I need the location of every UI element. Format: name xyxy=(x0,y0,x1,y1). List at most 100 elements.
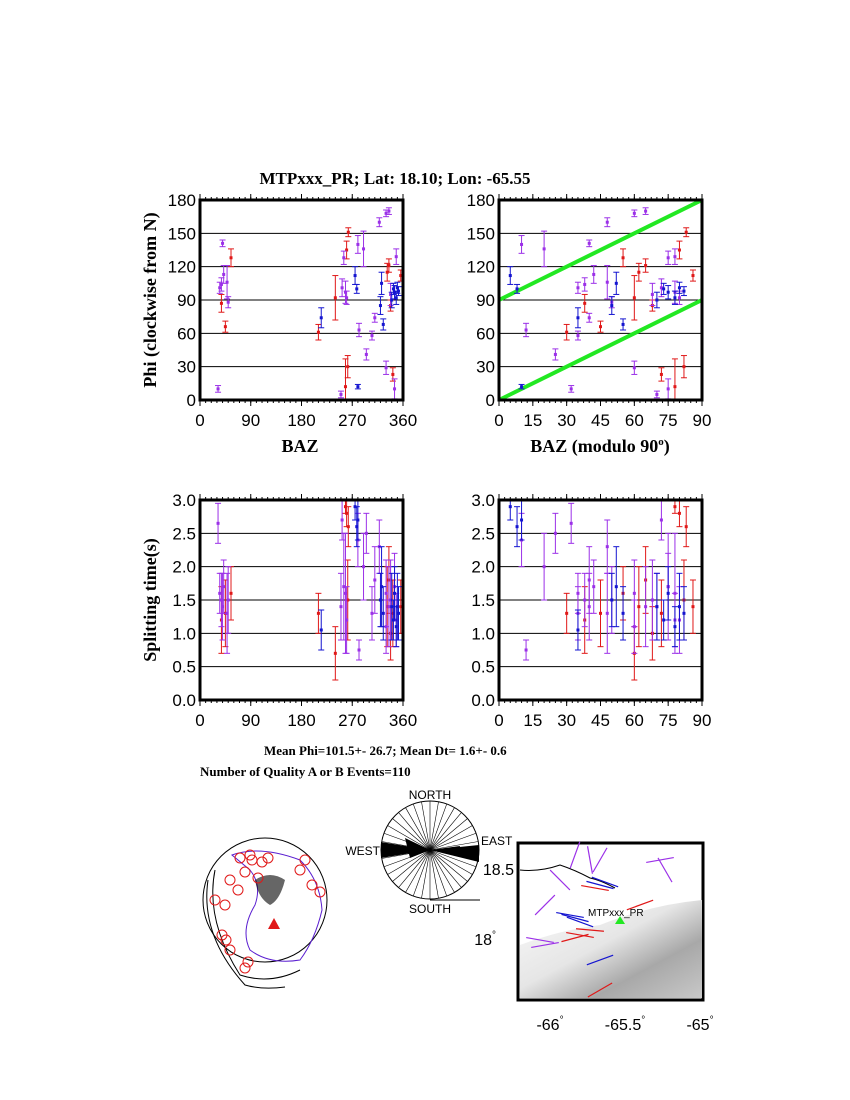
blue-measurement xyxy=(660,282,667,295)
purple-measurement xyxy=(225,296,232,309)
x-tick-label: 90 xyxy=(693,711,712,730)
purple-measurement xyxy=(665,378,672,400)
data-point xyxy=(216,521,220,525)
data-point xyxy=(340,518,344,522)
data-point xyxy=(370,334,374,338)
x-tick-label: 60 xyxy=(625,711,644,730)
data-point xyxy=(677,286,681,290)
baz-axis-label: BAZ xyxy=(281,436,318,456)
data-point xyxy=(346,230,350,234)
splitting-bar xyxy=(569,841,581,869)
x-tick-label: 30 xyxy=(557,711,576,730)
data-point xyxy=(569,387,573,391)
red-measurement xyxy=(385,258,392,273)
purple-measurement xyxy=(523,639,530,661)
rose-spoke xyxy=(421,849,431,899)
rose-south-label: SOUTH xyxy=(409,902,451,916)
data-point xyxy=(524,328,528,332)
data-point xyxy=(576,316,580,320)
data-point xyxy=(223,325,227,329)
plot-frame xyxy=(198,198,405,402)
data-point xyxy=(632,211,636,215)
data-point xyxy=(659,372,663,376)
event-circle xyxy=(299,854,311,866)
splitting-bar xyxy=(576,928,604,932)
blue-measurement xyxy=(518,383,525,390)
purple-measurement xyxy=(343,586,350,654)
data-point xyxy=(637,605,641,609)
blue-measurement xyxy=(680,286,687,297)
rose-spoke xyxy=(387,825,431,851)
x-tick-label: 270 xyxy=(338,711,366,730)
earthquake-markers xyxy=(209,849,326,974)
rose-spoke xyxy=(398,812,431,851)
data-point xyxy=(396,289,400,293)
data-point xyxy=(632,625,636,629)
y-tick-label: 90 xyxy=(476,291,495,310)
y-tick-label: 60 xyxy=(177,324,196,343)
y-tick-label: 0.0 xyxy=(471,691,495,710)
y-tick-label: 60 xyxy=(476,324,495,343)
blue-measurement xyxy=(507,266,514,285)
purple-measurement xyxy=(586,546,593,614)
x-tick-label: 0 xyxy=(195,711,204,730)
event-circle xyxy=(239,866,251,878)
splitting-bar xyxy=(561,933,589,943)
data-point xyxy=(391,372,395,376)
y-tick-label: 180 xyxy=(168,191,196,210)
splitting-bar xyxy=(534,894,556,916)
rose-spoke xyxy=(429,803,448,851)
purple-measurement xyxy=(225,566,232,634)
panel-bottom-left: 0.0 0.5 1.0 1.5 2.0 2.5 3.0 0 90 180 270 360 xyxy=(172,491,417,730)
splitting-bar xyxy=(561,913,589,923)
data-point xyxy=(343,385,347,389)
data-point xyxy=(677,605,681,609)
data-point xyxy=(682,611,686,615)
blue-measurement xyxy=(613,271,620,295)
purple-measurement xyxy=(368,330,375,341)
blue-measurement xyxy=(653,291,660,309)
data-point xyxy=(387,605,391,609)
plot-frame xyxy=(497,498,704,702)
data-point xyxy=(339,605,343,609)
purple-measurement xyxy=(393,248,400,265)
baz-mod-axis-label: BAZ (modulo 90o) xyxy=(530,436,670,457)
red-measurement xyxy=(658,367,665,382)
data-point xyxy=(677,296,681,300)
data-point xyxy=(378,598,382,602)
data-point xyxy=(684,230,688,234)
data-point xyxy=(662,618,666,622)
data-point xyxy=(384,625,388,629)
blue-measurement xyxy=(352,266,359,285)
y-tick-label: 150 xyxy=(168,224,196,243)
data-point xyxy=(333,296,337,300)
data-point xyxy=(219,598,223,602)
purple-measurement xyxy=(631,599,638,654)
x-tick-label: 360 xyxy=(389,711,417,730)
rose-petals xyxy=(381,838,479,862)
rose-spoke xyxy=(429,849,439,899)
data-point xyxy=(378,304,382,308)
blue-measurement xyxy=(318,609,325,651)
data-point xyxy=(356,242,360,246)
y-tick-label: 30 xyxy=(177,358,196,377)
rose-spoke xyxy=(412,803,431,851)
data-point xyxy=(605,545,609,549)
purple-measurement xyxy=(665,250,672,265)
blue-measurement xyxy=(665,566,672,621)
purple-measurement xyxy=(658,499,665,541)
red-measurement xyxy=(345,227,352,238)
data-point xyxy=(373,578,377,582)
event-circle xyxy=(209,894,221,906)
red-measurement xyxy=(631,275,638,321)
blue-measurement xyxy=(353,283,360,294)
x-tick-label: 75 xyxy=(659,411,678,430)
data-point xyxy=(395,605,399,609)
purple-measurement xyxy=(363,512,370,554)
data-point xyxy=(587,316,591,320)
red-measurement xyxy=(345,506,352,548)
data-point xyxy=(364,352,368,356)
data-point xyxy=(384,591,388,595)
